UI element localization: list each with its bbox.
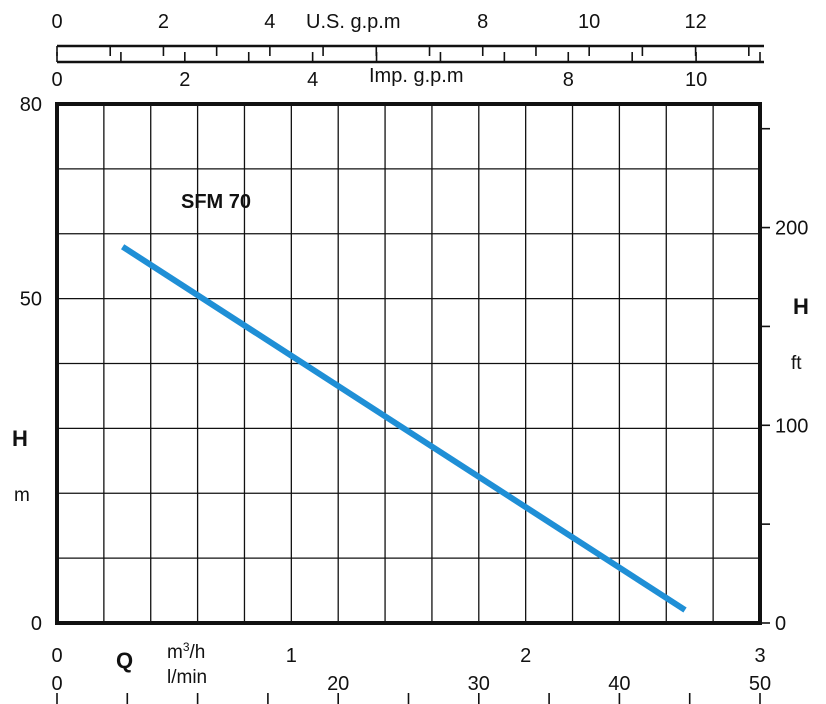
m3h-axis: 0 1 2 3 — [51, 645, 765, 667]
us-gpm-tick-label: 0 — [51, 11, 62, 33]
plot-frame — [55, 102, 762, 625]
grid-lines — [57, 104, 760, 623]
lmin-tick-label: 20 — [327, 673, 349, 695]
imp-gpm-tick-label: 4 — [307, 69, 318, 91]
imp-gpm-tick-label: 8 — [563, 69, 574, 91]
right-tick-label: 200 — [775, 218, 808, 240]
performance-curve — [120, 244, 687, 613]
us-gpm-tick-label: 12 — [684, 11, 706, 33]
left-axis-unit: m — [14, 485, 30, 506]
right-tick-label: 100 — [775, 415, 808, 437]
right-axis-unit: ft — [791, 353, 802, 374]
m3h-unit-label: m3/h — [167, 640, 205, 663]
lmin-tick-label: 50 — [749, 673, 771, 695]
us-gpm-tick-label: 8 — [477, 11, 488, 33]
us-gpm-tick-label: 2 — [158, 11, 169, 33]
lmin-unit-label: l/min — [167, 667, 207, 688]
chart-title: SFM 70 — [181, 191, 251, 213]
lmin-tick-label: 30 — [468, 673, 490, 695]
us-gpm-tick-label: 4 — [264, 11, 275, 33]
left-tick-label: 50 — [20, 289, 42, 311]
left-tick-label: 0 — [31, 613, 42, 635]
lmin-tick-label: 0 — [51, 673, 62, 695]
m3h-tick-label: 2 — [520, 645, 531, 667]
imp-gpm-unit-label: Imp. g.p.m — [369, 65, 463, 87]
us-gpm-tick-label: 10 — [578, 11, 600, 33]
left-axis: 0 50 80 — [20, 94, 42, 635]
m3h-tick-label: 3 — [754, 645, 765, 667]
imp-gpm-tick-label: 2 — [179, 69, 190, 91]
imp-gpm-axis: 0 2 4 8 10 — [51, 52, 761, 91]
us-gpm-axis: 0 2 4 8 10 12 — [51, 11, 750, 56]
imp-gpm-tick-label: 10 — [685, 69, 707, 91]
performance-curves — [120, 244, 687, 613]
right-tick-label: 0 — [775, 613, 786, 635]
right-axis: 0 100 200 — [760, 127, 808, 635]
right-axis-label: H — [793, 294, 809, 319]
lmin-tick-label: 40 — [608, 673, 630, 695]
m3h-tick-label: 0 — [51, 645, 62, 667]
m3h-tick-label: 1 — [286, 645, 297, 667]
us-gpm-unit-label: U.S. g.p.m — [306, 11, 400, 33]
bottom-axis-label: Q — [116, 648, 133, 673]
left-tick-label: 80 — [20, 94, 42, 116]
left-axis-label: H — [12, 426, 28, 451]
lmin-axis: 0 20 30 40 50 — [51, 673, 771, 704]
imp-gpm-tick-label: 0 — [51, 69, 62, 91]
